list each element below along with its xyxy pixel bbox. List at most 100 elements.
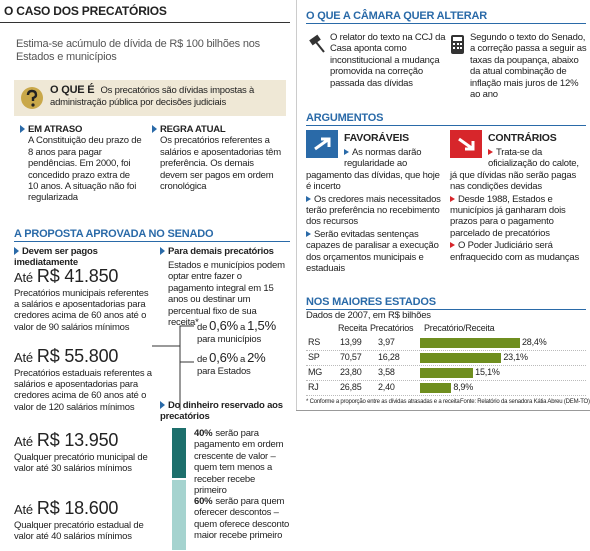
revenue: 13,99: [340, 337, 362, 347]
text: serão para quem oferecer descontos – que…: [194, 496, 290, 542]
section-heading: O QUE A CÂMARA QUER ALTERAR: [306, 10, 586, 25]
late: EM ATRASO A Constituição deu prazo de 8 a…: [20, 124, 142, 204]
share: 40% serão para pagamento em ordem crescen…: [194, 428, 290, 496]
text: Desde 1988, Estados e municípios já ganh…: [450, 193, 566, 239]
item: Até R$ 41.850 Precatórios municipais refer…: [14, 266, 152, 333]
heading: EM ATRASO: [28, 124, 83, 135]
amount: R$ 41.850: [36, 266, 119, 286]
pct: 40%: [194, 428, 213, 439]
argument: O Poder Judiciário será enfraquecido com…: [450, 240, 588, 263]
label: CONTRÁRIOS: [488, 132, 557, 144]
heading: REGRA ATUAL: [160, 124, 226, 135]
what-box: O QUE É Os precatórios são dívidas impost…: [14, 80, 286, 116]
change: O relator do texto na CCJ da Casa aponta…: [330, 32, 446, 89]
revenue: 70,57: [340, 352, 362, 362]
state: SP: [308, 352, 320, 362]
row-rule: [306, 350, 586, 351]
pct: 60%: [194, 496, 213, 507]
bullet: [488, 149, 493, 155]
heading: Para demais precatórios: [168, 246, 274, 257]
bullet: [306, 230, 311, 237]
source: Fonte: Relatório da senadora Kátia Abreu…: [460, 399, 590, 405]
amount: R$ 18.600: [36, 498, 119, 518]
bar-label: 15,1%: [475, 367, 500, 377]
bar: [420, 368, 474, 378]
prefix: Até: [14, 350, 33, 365]
section-heading: A PROPOSTA APROVADA NO SENADO: [14, 228, 290, 243]
text: Serão evitadas sentenças capazes de para…: [306, 228, 439, 274]
text: serão para pagamento em ordem crescente …: [194, 428, 284, 496]
change: Segundo o texto do Senado, a correção pa…: [470, 32, 587, 100]
text: A Constituição deu prazo de 8 anos para …: [28, 135, 142, 204]
debt: 16,28: [378, 352, 400, 362]
argument: Trata-se da oficialização do calote, já …: [450, 147, 588, 193]
bullet: [344, 149, 349, 155]
bar-label: 28,4%: [522, 337, 547, 347]
pro-icon: [306, 130, 338, 158]
share: 60% serão para quem oferecer descontos – …: [194, 496, 290, 542]
revenue: 23,80: [340, 367, 362, 377]
prefix: Até: [14, 502, 33, 517]
bar-label: 8,9%: [453, 382, 474, 392]
item: Até R$ 18.600 Qualquer precatório estadual…: [14, 498, 152, 542]
column-header: Precatório/Receita: [424, 323, 495, 333]
rule-current: REGRA ATUAL Os precatórios referentes a s…: [152, 124, 282, 192]
bracket: [152, 325, 194, 410]
text: Precatórios municipais referentes a salá…: [14, 287, 149, 333]
column-header: Precatórios: [370, 323, 414, 333]
row-rule: [306, 395, 586, 396]
prefix: Até: [14, 270, 33, 285]
amount-line: Até R$ 18.600: [14, 498, 152, 520]
prefix: Até: [14, 434, 33, 449]
item: Até R$ 13.950 Qualquer precatório municipa…: [14, 430, 152, 474]
option: de 0,6% a 2% para Estados: [197, 350, 289, 377]
range: de 0,6% a 2%: [197, 350, 289, 366]
bullet: [450, 195, 455, 202]
from: de: [197, 322, 208, 333]
title: O CASO DOS PRECATÓRIOS: [4, 4, 167, 18]
question-icon: [21, 87, 43, 109]
amount: R$ 13.950: [36, 430, 119, 450]
bar: [420, 353, 502, 363]
amount-line: Até R$ 55.800: [14, 346, 152, 368]
label: O QUE É: [50, 84, 95, 96]
share-bar: [172, 428, 186, 478]
reserved: Do dinheiro reservado aos precatórios: [160, 400, 283, 423]
text: Qualquer precatório municipal de valor a…: [14, 451, 148, 474]
label: FAVORÁVEIS: [344, 132, 409, 144]
share-bar: [172, 480, 186, 550]
subtitle: Dados de 2007, em R$ bilhões: [306, 310, 431, 321]
amount-line: Até R$ 13.950: [14, 430, 152, 452]
divider: [296, 0, 297, 410]
text: Trata-se da oficialização do calote, já …: [450, 147, 579, 193]
state: MG: [308, 367, 323, 377]
bullet: [306, 195, 311, 202]
bar: [420, 338, 520, 348]
section-heading: NOS MAIORES ESTADOS: [306, 296, 586, 311]
argument: Desde 1988, Estados e municípios já ganh…: [450, 194, 588, 240]
bar: [420, 383, 452, 393]
item: Até R$ 55.800 Precatórios estaduais refere…: [14, 346, 152, 413]
row-rule: [306, 380, 586, 381]
text: As normas darão regularidade ao pagament…: [306, 147, 440, 193]
state: RJ: [308, 382, 319, 392]
text: Precatórios estaduais referentes a salár…: [14, 367, 152, 413]
low: 0,6%: [209, 318, 239, 333]
to: a: [240, 322, 246, 333]
note: * Conforme a proporção entre as dívidas …: [306, 399, 460, 405]
debt: 3,58: [378, 367, 395, 377]
amount-line: Até R$ 41.850: [14, 266, 152, 288]
argument: Serão evitadas sentenças capazes de para…: [306, 229, 446, 275]
text: Os precatórios são dívidas impostas à ad…: [50, 85, 255, 109]
calc-icon: [451, 35, 464, 54]
gavel-icon: [309, 34, 325, 53]
amount: R$ 55.800: [36, 346, 119, 366]
state: RS: [308, 337, 321, 347]
argument: As normas darão regularidade ao pagament…: [306, 147, 446, 193]
text: O Poder Judiciário será enfraquecido com…: [450, 240, 580, 263]
text: Estados e municípios podem optar entre f…: [168, 260, 285, 328]
to: a: [240, 354, 246, 365]
heading: Devem ser pagos imediatamente: [14, 246, 98, 269]
text: para municípios: [197, 333, 262, 345]
bullet: [450, 242, 455, 249]
